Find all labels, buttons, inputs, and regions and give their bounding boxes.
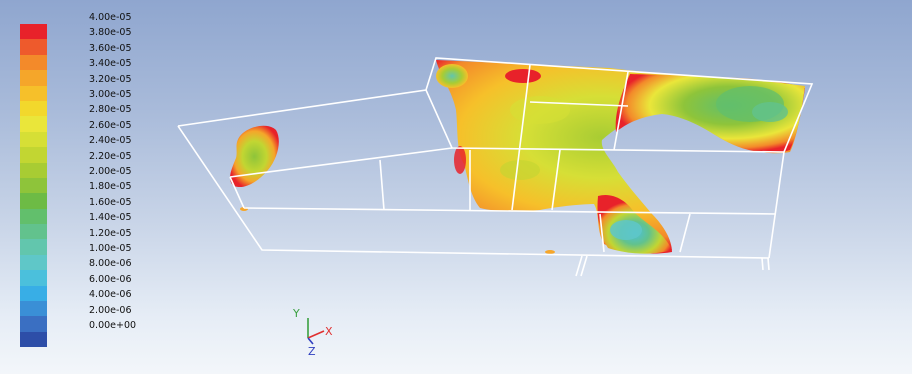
legend-swatch: [20, 239, 47, 255]
legend-tick-label: 2.20e-05: [89, 150, 132, 162]
legend-tick-label: 3.40e-05: [89, 58, 132, 70]
legend-tick-label: 3.00e-05: [89, 89, 132, 100]
legend-tick-label: 1.60e-05: [89, 196, 132, 208]
legend-swatch: [20, 131, 47, 148]
legend-swatch: [20, 285, 47, 302]
contour-region-left: [230, 125, 279, 188]
legend-swatch: [20, 254, 47, 271]
z-axis-line: [307, 337, 314, 345]
legend-tick-label: 0.00e+00: [89, 320, 137, 331]
legend-tick-label: 2.80e-05: [89, 104, 132, 116]
legend-tick-label: 2.60e-05: [89, 119, 132, 131]
legend-tick-label: 2.40e-05: [89, 135, 132, 147]
contour-region-topleft: [436, 64, 468, 88]
legend-tick-label: 1.00e-05: [89, 243, 132, 254]
legend-tick-label: 3.20e-05: [89, 73, 132, 85]
legend-swatch: [20, 116, 47, 132]
axis-triad: Y X Z: [292, 307, 333, 356]
legend-tick-label: 1.40e-05: [89, 212, 132, 224]
legend-swatch: [20, 70, 47, 86]
legend-swatch: [20, 24, 47, 40]
z-axis-label: Z: [308, 345, 316, 356]
legend-tick-label: 1.80e-05: [89, 181, 132, 193]
legend-swatch: [20, 85, 47, 101]
legend-swatch: [20, 301, 47, 317]
legend-tick-label: 2.00e-06: [89, 304, 132, 316]
legend-tick-label: 6.00e-06: [89, 273, 132, 285]
legend-tick-label: 4.00e-05: [89, 12, 132, 23]
legend-swatch: [20, 331, 47, 348]
legend-swatch: [20, 100, 47, 117]
legend-tick-label: 3.60e-05: [89, 42, 132, 54]
legend-swatch: [20, 177, 47, 194]
legend-tick-label: 3.80e-05: [89, 27, 132, 39]
y-axis-label: Y: [292, 307, 300, 320]
legend-tick-label: 2.00e-05: [89, 166, 132, 177]
legend-swatch: [20, 270, 47, 286]
legend-swatch: [20, 162, 47, 178]
legend-swatch: [20, 208, 47, 225]
x-axis-label: X: [325, 325, 333, 338]
mesh-outline: [177, 57, 814, 277]
legend-tick-label: 8.00e-06: [89, 258, 132, 270]
legend-swatch: [20, 147, 47, 163]
legend-tick-label: 1.20e-05: [89, 227, 132, 239]
legend-swatch: [20, 54, 47, 71]
legend-swatch: [20, 224, 47, 240]
colormap-legend: [20, 24, 47, 348]
legend-swatch: [20, 193, 47, 209]
legend-swatch: [20, 316, 47, 332]
legend-swatch: [20, 39, 47, 55]
legend-tick-label: 4.00e-06: [89, 289, 132, 301]
x-axis-line: [307, 330, 325, 339]
